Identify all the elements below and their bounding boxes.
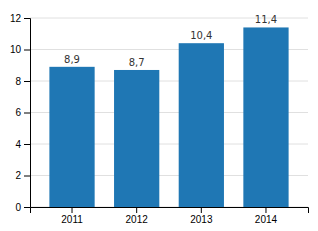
bars bbox=[49, 27, 288, 207]
y-tick-mark bbox=[24, 81, 30, 82]
y-tick: 12 bbox=[10, 13, 30, 24]
x-tick: 2012 bbox=[126, 207, 149, 225]
axis-line bbox=[24, 19, 31, 208]
y-tick: 0 bbox=[15, 202, 30, 213]
grid bbox=[30, 18, 308, 207]
y-tick-label: 2 bbox=[15, 170, 21, 181]
bar bbox=[179, 43, 224, 207]
x-tick-mark bbox=[265, 207, 266, 213]
y-tick: 8 bbox=[15, 76, 30, 87]
y-tick: 6 bbox=[15, 107, 30, 118]
y-tick-label: 8 bbox=[15, 76, 21, 87]
axis-line bbox=[31, 208, 309, 214]
bar bbox=[49, 67, 94, 207]
y-tick-label: 12 bbox=[10, 13, 22, 24]
x-tick-label: 2012 bbox=[126, 214, 149, 225]
chart: 2011 2012 2013 2014 0 2 4 6 8 10 12 8,9 8,7 10,4 11,4 bbox=[0, 0, 318, 231]
y-tick-label: 6 bbox=[15, 107, 21, 118]
y-tick-label: 10 bbox=[10, 44, 22, 55]
y-tick-mark bbox=[24, 113, 30, 114]
y-tick-mark bbox=[24, 176, 30, 177]
x-tick: 2013 bbox=[190, 207, 213, 225]
y-tick: 2 bbox=[15, 170, 30, 181]
y-tick-label: 0 bbox=[15, 202, 21, 213]
data-labels: 8,9 8,7 10,4 11,4 bbox=[64, 14, 277, 68]
plot: 2011 2012 2013 2014 0 2 4 6 8 10 12 8,9 8,7 10,4 11,4 bbox=[10, 13, 309, 225]
x-tick: 2014 bbox=[255, 207, 278, 225]
bar bbox=[243, 27, 288, 207]
x-tick-label: 2011 bbox=[61, 214, 83, 225]
y-tick: 4 bbox=[15, 139, 30, 150]
data-label: 11,4 bbox=[255, 14, 277, 25]
y-tick: 10 bbox=[10, 44, 30, 55]
y-axis: 0 2 4 6 8 10 12 bbox=[10, 13, 31, 213]
y-tick-mark bbox=[24, 18, 30, 19]
data-label: 8,7 bbox=[129, 57, 145, 68]
x-axis: 2011 2012 2013 2014 bbox=[31, 207, 309, 225]
bar bbox=[114, 70, 159, 207]
x-tick: 2011 bbox=[61, 207, 83, 225]
data-label: 8,9 bbox=[64, 54, 80, 65]
y-tick-mark bbox=[24, 50, 30, 51]
data-label: 10,4 bbox=[190, 30, 212, 41]
x-tick-label: 2013 bbox=[190, 214, 213, 225]
y-tick-label: 4 bbox=[15, 139, 21, 150]
y-tick-mark bbox=[24, 144, 30, 145]
x-tick-label: 2014 bbox=[255, 214, 278, 225]
x-tick-mark bbox=[201, 207, 202, 213]
x-tick-mark bbox=[136, 207, 137, 213]
x-tick-mark bbox=[72, 207, 73, 213]
y-tick-mark bbox=[24, 207, 30, 208]
